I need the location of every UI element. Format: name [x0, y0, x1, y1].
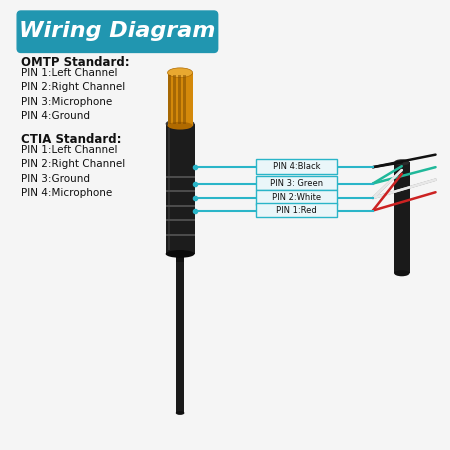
FancyBboxPatch shape [256, 190, 337, 205]
Text: PIN 4:Black: PIN 4:Black [273, 162, 320, 171]
Text: PIN 1:Left Channel: PIN 1:Left Channel [21, 145, 117, 155]
Bar [176, 254, 184, 413]
Text: PIN 4:Microphone: PIN 4:Microphone [21, 189, 112, 198]
Text: Wiring Diagram: Wiring Diagram [19, 21, 216, 41]
Text: PIN 2:Right Channel: PIN 2:Right Channel [21, 82, 125, 92]
Bar [176, 250, 184, 261]
Bar [168, 75, 171, 124]
Bar [183, 75, 185, 124]
Text: OMTP Standard:: OMTP Standard: [21, 56, 130, 69]
FancyBboxPatch shape [17, 11, 218, 53]
Ellipse shape [166, 250, 194, 258]
Text: PIN 2:Right Channel: PIN 2:Right Channel [21, 159, 125, 170]
Text: PIN 3: Green: PIN 3: Green [270, 179, 323, 188]
Ellipse shape [166, 119, 194, 129]
Text: CTIA Standard:: CTIA Standard: [21, 133, 122, 146]
Ellipse shape [394, 159, 410, 166]
Ellipse shape [176, 411, 184, 415]
Text: PIN 2:White: PIN 2:White [272, 193, 321, 202]
FancyBboxPatch shape [256, 203, 337, 217]
Bar [178, 75, 180, 124]
Ellipse shape [167, 68, 193, 77]
Text: PIN 4:Ground: PIN 4:Ground [21, 111, 90, 121]
FancyBboxPatch shape [256, 159, 337, 174]
FancyBboxPatch shape [256, 176, 337, 190]
Bar [167, 73, 193, 126]
Ellipse shape [167, 122, 193, 130]
Bar [173, 75, 176, 124]
Text: PIN 3:Microphone: PIN 3:Microphone [21, 97, 112, 107]
Text: PIN 1:Red: PIN 1:Red [276, 206, 317, 215]
Bar [166, 124, 194, 254]
Ellipse shape [394, 270, 410, 276]
Text: PIN 1:Left Channel: PIN 1:Left Channel [21, 68, 117, 78]
Text: PIN 3:Ground: PIN 3:Ground [21, 174, 90, 184]
Bar [394, 162, 410, 273]
